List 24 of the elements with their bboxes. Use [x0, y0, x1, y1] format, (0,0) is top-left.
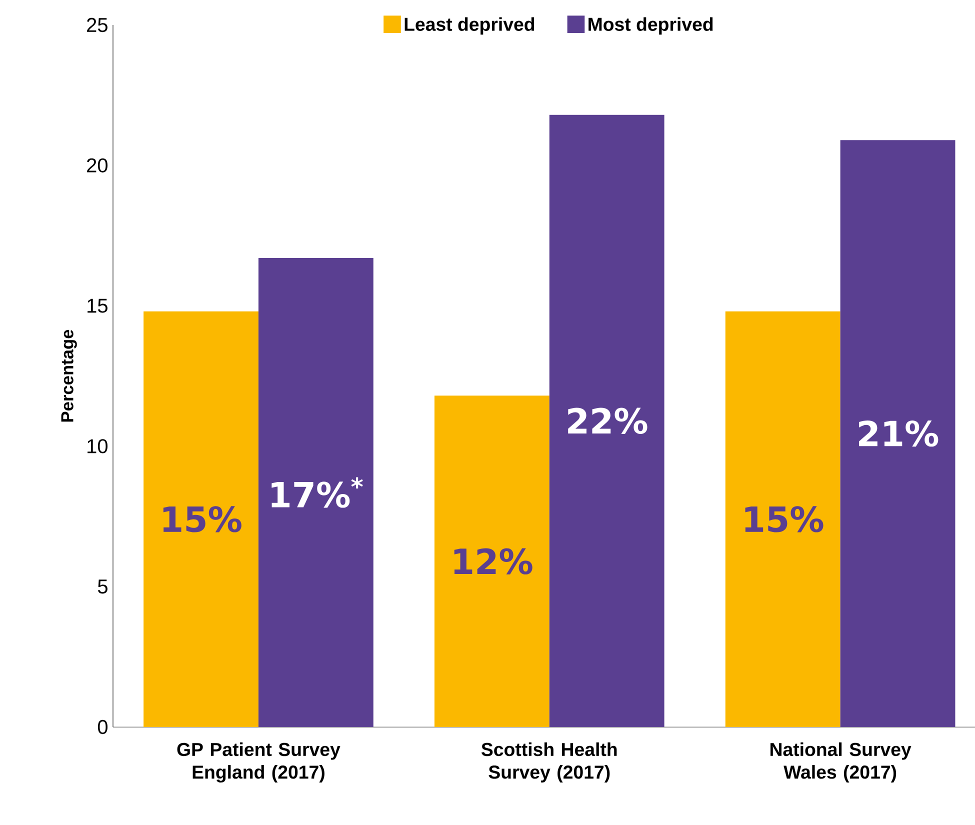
- bar: [725, 311, 840, 727]
- y-tick-label: 15: [88, 298, 108, 313]
- data-label: 22%: [568, 408, 648, 434]
- data-label: 15%: [745, 506, 824, 532]
- legend-label: Least deprived: [404, 17, 534, 35]
- y-tick-label: 10: [88, 439, 108, 454]
- x-tick-label: National Survey Wales (2017): [770, 742, 912, 782]
- y-tick-label: 5: [98, 580, 108, 594]
- x-tick-label: Scottish Health Survey (2017): [481, 742, 617, 782]
- data-label: 12%: [454, 548, 532, 574]
- bar: [549, 114, 664, 727]
- x-tick-label: GP Patient Survey England (2017): [177, 742, 340, 783]
- bar: [144, 311, 258, 727]
- legend-label: Most deprived: [588, 17, 713, 35]
- y-tick-label: 25: [87, 18, 108, 32]
- data-label: 17%$^{*}$: [272, 477, 363, 508]
- y-tick-label: 0: [98, 720, 108, 734]
- bar: [434, 396, 550, 727]
- data-label: 15%: [163, 506, 242, 532]
- y-axis-title: Percentage: [61, 330, 77, 422]
- bar: [258, 258, 374, 727]
- bar: [840, 140, 956, 727]
- y-tick-label: 20: [87, 158, 108, 172]
- data-label: 21%: [859, 420, 938, 447]
